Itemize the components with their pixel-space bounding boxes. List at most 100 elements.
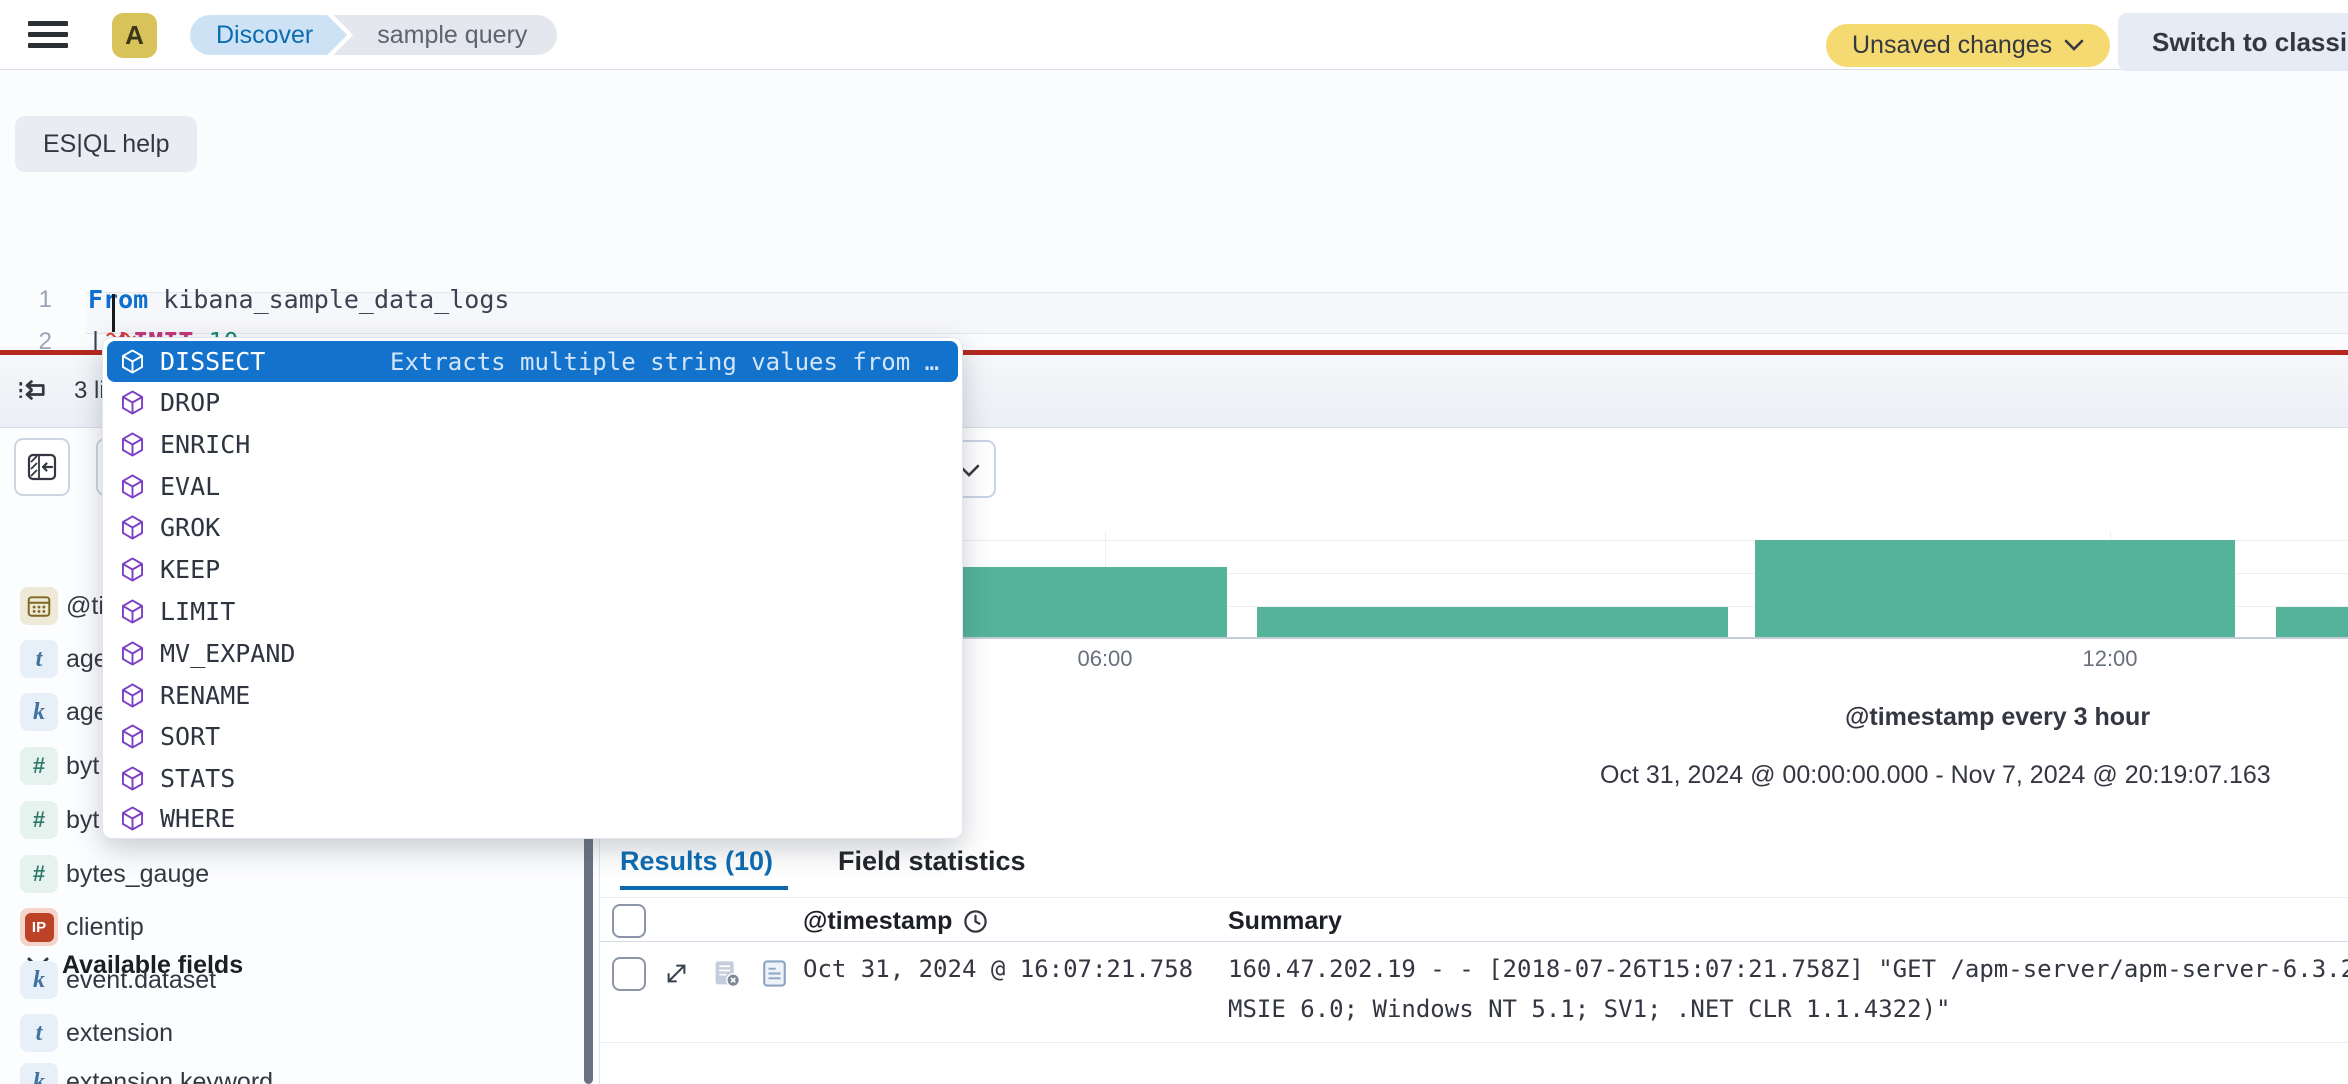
switch-to-classic-button[interactable]: Switch to classic bbox=[2118, 13, 2348, 71]
number-field-icon: # bbox=[20, 747, 58, 785]
command-cube-icon bbox=[119, 805, 146, 832]
chart-title: @timestamp every 3 hour bbox=[1845, 703, 2151, 731]
tab-results[interactable]: Results (10) bbox=[620, 846, 774, 876]
command-cube-icon bbox=[119, 556, 146, 583]
text-cursor bbox=[112, 294, 115, 332]
clock-icon bbox=[964, 909, 988, 933]
line-number: 1 bbox=[38, 286, 52, 313]
field-row-bytes[interactable]: # byt bbox=[0, 746, 599, 786]
esql-editor[interactable]: ES|QL help 1 From kibana_sample_data_log… bbox=[0, 70, 2348, 397]
field-label: age bbox=[66, 697, 108, 726]
token-pipe: | bbox=[88, 327, 104, 356]
panel-collapse-icon bbox=[27, 453, 57, 481]
suggestion-description: Extracts multiple string values from … bbox=[390, 347, 940, 376]
line-number: 2 bbox=[38, 328, 52, 355]
summary-line-1: 160.47.202.19 - - [2018-07-26T15:07:21.7… bbox=[1228, 955, 2348, 983]
histogram-bar[interactable] bbox=[1257, 607, 1728, 637]
field-row-bytes-counter[interactable]: # byt bbox=[0, 800, 599, 840]
command-cube-icon bbox=[119, 598, 146, 625]
field-label: extension.keyword bbox=[66, 1067, 274, 1084]
suggestion-stats[interactable]: STATS bbox=[107, 758, 958, 799]
suggestion-where[interactable]: WHERE bbox=[107, 798, 958, 839]
number-field-icon: # bbox=[20, 855, 58, 893]
active-tab-underline bbox=[620, 886, 788, 890]
field-row-clientip[interactable]: IP clientip bbox=[0, 907, 599, 947]
chevron-down-icon bbox=[2064, 39, 2084, 51]
field-row-agent-keyword[interactable]: k age bbox=[0, 692, 599, 732]
column-header-timestamp[interactable]: @timestamp bbox=[803, 902, 989, 940]
suggestion-limit[interactable]: LIMIT bbox=[107, 591, 958, 632]
histogram-bar[interactable] bbox=[1755, 540, 2235, 637]
field-label: age bbox=[66, 644, 108, 673]
unsaved-changes-label: Unsaved changes bbox=[1852, 31, 2053, 59]
command-cube-icon bbox=[119, 723, 146, 750]
chart-time-range: Oct 31, 2024 @ 00:00:00.000 - Nov 7, 202… bbox=[1600, 761, 2271, 789]
esql-help-button[interactable]: ES|QL help bbox=[15, 116, 198, 172]
command-cube-icon bbox=[119, 640, 146, 667]
suggestion-dissect[interactable]: DISSECT Extracts multiple string values … bbox=[107, 341, 958, 382]
token-index: kibana_sample_data_logs bbox=[148, 285, 510, 314]
field-row-agent[interactable]: t age bbox=[0, 639, 599, 679]
select-all-checkbox[interactable] bbox=[612, 904, 646, 938]
menu-hamburger-icon[interactable] bbox=[28, 21, 68, 49]
field-row-extension-keyword[interactable]: k extension.keyword bbox=[0, 1062, 599, 1084]
suggestion-grok[interactable]: GROK bbox=[107, 507, 958, 548]
keyword-field-icon: k bbox=[20, 693, 58, 731]
field-label: @ti bbox=[66, 591, 104, 620]
suggestion-eval[interactable]: EVAL bbox=[107, 466, 958, 507]
field-label: clientip bbox=[66, 912, 144, 941]
suggestion-keep[interactable]: KEEP bbox=[107, 549, 958, 590]
field-row-extension[interactable]: t extension bbox=[0, 1013, 599, 1053]
collapse-sidebar-button[interactable] bbox=[14, 438, 70, 496]
top-bar: A Discover sample query Unsaved changes … bbox=[0, 0, 2348, 71]
field-label: byt bbox=[66, 805, 100, 834]
command-cube-icon bbox=[119, 514, 146, 541]
gridline bbox=[620, 606, 2348, 607]
suggestion-enrich[interactable]: ENRICH bbox=[107, 424, 958, 465]
expand-document-icon[interactable] bbox=[663, 960, 690, 987]
current-line-highlight bbox=[86, 292, 2348, 334]
chevron-down-icon bbox=[958, 464, 980, 477]
field-label: bytes_gauge bbox=[66, 859, 210, 888]
x-tick-label: 06:00 bbox=[1077, 646, 1133, 671]
command-cube-icon bbox=[119, 765, 146, 792]
suggestion-rename[interactable]: RENAME bbox=[107, 675, 958, 716]
cell-timestamp: Oct 31, 2024 @ 16:07:21.758 bbox=[803, 955, 1194, 983]
calendar-icon bbox=[20, 587, 58, 625]
command-cube-icon bbox=[119, 473, 146, 500]
field-row-timestamp[interactable]: @ti bbox=[0, 586, 599, 626]
editor-resize-divider[interactable] bbox=[0, 350, 2348, 355]
tab-field-statistics[interactable]: Field statistics bbox=[838, 846, 1026, 876]
ip-field-icon: IP bbox=[20, 908, 58, 946]
suggestion-drop[interactable]: DROP bbox=[107, 382, 958, 423]
suggestion-mv-expand[interactable]: MV_EXPAND bbox=[107, 633, 958, 674]
space-avatar[interactable]: A bbox=[112, 13, 157, 58]
command-cube-icon bbox=[119, 348, 146, 375]
breadcrumb-discover[interactable]: Discover bbox=[190, 15, 347, 55]
table-header-border bbox=[600, 941, 2348, 942]
keyword-field-icon: k bbox=[20, 961, 58, 999]
suggestion-sort[interactable]: SORT bbox=[107, 716, 958, 757]
histogram-bars[interactable] bbox=[0, 428, 2348, 637]
field-label: byt bbox=[66, 751, 100, 780]
cell-summary: 160.47.202.19 - - [2018-07-26T15:07:21.7… bbox=[1228, 955, 2348, 1045]
summary-line-2: MSIE 6.0; Windows NT 5.1; SV1; .NET CLR … bbox=[1228, 995, 1951, 1023]
doc-viewer-icon[interactable] bbox=[760, 959, 789, 988]
field-row-event-dataset[interactable]: k event.dataset bbox=[0, 960, 599, 1000]
gridline bbox=[620, 573, 2348, 574]
text-field-icon: t bbox=[20, 1014, 58, 1052]
histogram-bar[interactable] bbox=[2276, 607, 2348, 637]
field-row-bytes-gauge[interactable]: # bytes_gauge bbox=[0, 854, 599, 894]
code-line-1[interactable]: 1 From kibana_sample_data_logs bbox=[0, 279, 2348, 321]
wrap-lines-icon[interactable] bbox=[14, 372, 50, 408]
sidebar-scrollbar-thumb[interactable] bbox=[584, 788, 593, 1084]
keyword-field-icon: k bbox=[20, 1063, 58, 1084]
unsaved-changes-badge[interactable]: Unsaved changes bbox=[1826, 24, 2111, 67]
degraded-doc-icon bbox=[715, 961, 741, 988]
breadcrumb-current: sample query bbox=[333, 15, 558, 55]
available-fields-title: Available fields bbox=[62, 950, 244, 979]
row-checkbox[interactable] bbox=[612, 957, 646, 991]
row-divider bbox=[600, 1042, 2348, 1043]
column-header-summary[interactable]: Summary bbox=[1228, 906, 1342, 935]
